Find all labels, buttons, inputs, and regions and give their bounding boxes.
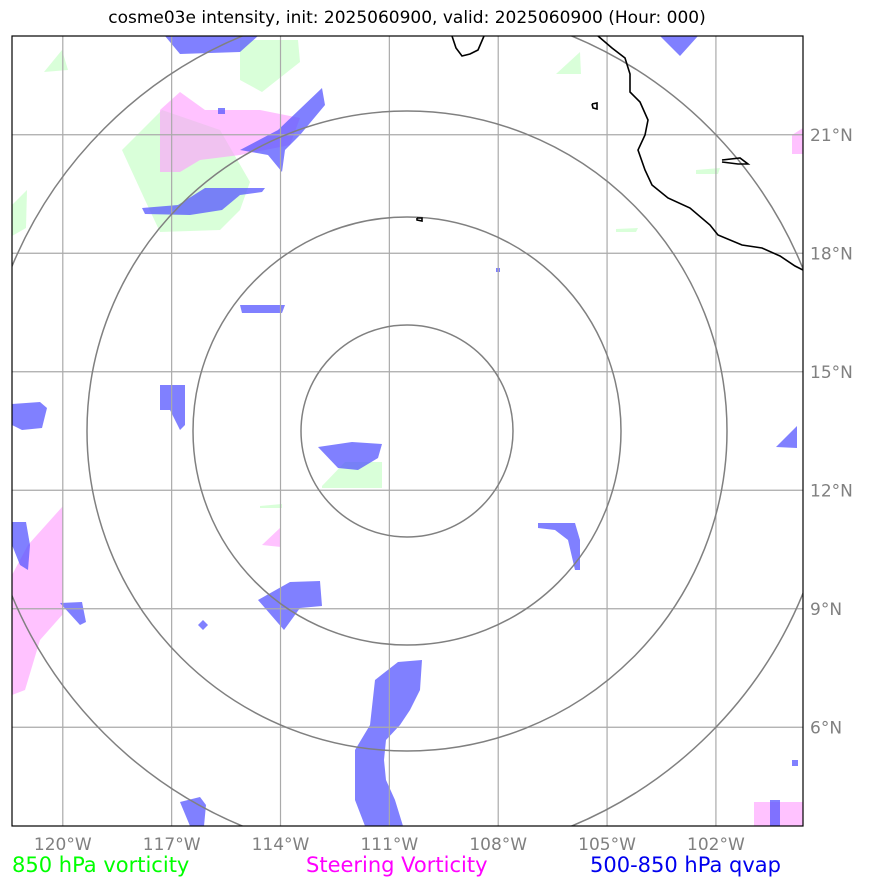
longitude-label: 114°W [252, 835, 310, 855]
qvap-area [165, 36, 258, 54]
legend-qvap: 500-850 hPa qvap [590, 853, 781, 877]
steering-area [262, 527, 281, 547]
vorticity-area [260, 504, 282, 508]
steering-area [160, 92, 300, 172]
latitude-label: 21°N [810, 126, 853, 146]
qvap-area [538, 523, 580, 570]
qvap-area [218, 108, 225, 114]
qvap-area [355, 660, 422, 826]
longitude-label: 117°W [143, 835, 201, 855]
qvap-area [12, 402, 47, 430]
qvap-area [240, 305, 285, 313]
qvap-area [142, 188, 265, 215]
longitude-label: 111°W [360, 835, 418, 855]
qvap-area [660, 36, 698, 56]
latitude-label: 18°N [810, 244, 853, 264]
range-ring [86, 110, 728, 752]
island [721, 157, 751, 165]
qvap-area [792, 760, 798, 766]
legend-850-vorticity: 850 hPa vorticity [12, 853, 190, 877]
latitude-label: 12°N [810, 481, 853, 501]
qvap-area [776, 426, 797, 448]
latitude-label: 15°N [810, 363, 853, 383]
vorticity-area [696, 168, 720, 174]
coastline-baja [451, 36, 485, 57]
range-ring [192, 216, 622, 646]
vorticity-area [12, 190, 27, 236]
map-plot-area [12, 36, 803, 826]
qvap-area [198, 620, 208, 630]
qvap-area [12, 522, 30, 570]
island [591, 102, 598, 111]
qvap-area [160, 385, 185, 430]
vorticity-area [240, 40, 300, 92]
vorticity-area [556, 52, 581, 74]
coastline-mainland [597, 36, 803, 271]
qvap-area [180, 797, 206, 826]
graticule [12, 36, 803, 826]
latitude-label: 6°N [810, 718, 842, 738]
latitude-label: 9°N [810, 600, 842, 620]
vorticity-area [44, 50, 68, 72]
legend-steering-vorticity: Steering Vorticity [306, 853, 488, 877]
longitude-label: 120°W [34, 835, 92, 855]
qvap-area [770, 800, 780, 826]
map-frame [11, 35, 804, 827]
range-rings [12, 36, 803, 826]
coastline [416, 36, 803, 271]
latitude-labels: 21°N 18°N 15°N 12°N 9°N 6°N [810, 126, 853, 739]
longitude-labels: 120°W 117°W 114°W 111°W 108°W 105°W 102°W [34, 835, 745, 855]
qvap-area [240, 88, 325, 172]
qvap-layer [12, 36, 798, 826]
longitude-label: 108°W [469, 835, 527, 855]
vorticity-area [322, 462, 382, 488]
qvap-area [258, 581, 322, 630]
map-title: cosme03e intensity, init: 2025060900, va… [108, 8, 706, 28]
island [416, 217, 423, 222]
qvap-area [318, 442, 382, 470]
qvap-area [60, 602, 86, 625]
vorticity-area [616, 228, 638, 232]
longitude-label: 105°W [578, 835, 636, 855]
range-ring [300, 324, 514, 538]
longitude-label: 102°W [687, 835, 745, 855]
